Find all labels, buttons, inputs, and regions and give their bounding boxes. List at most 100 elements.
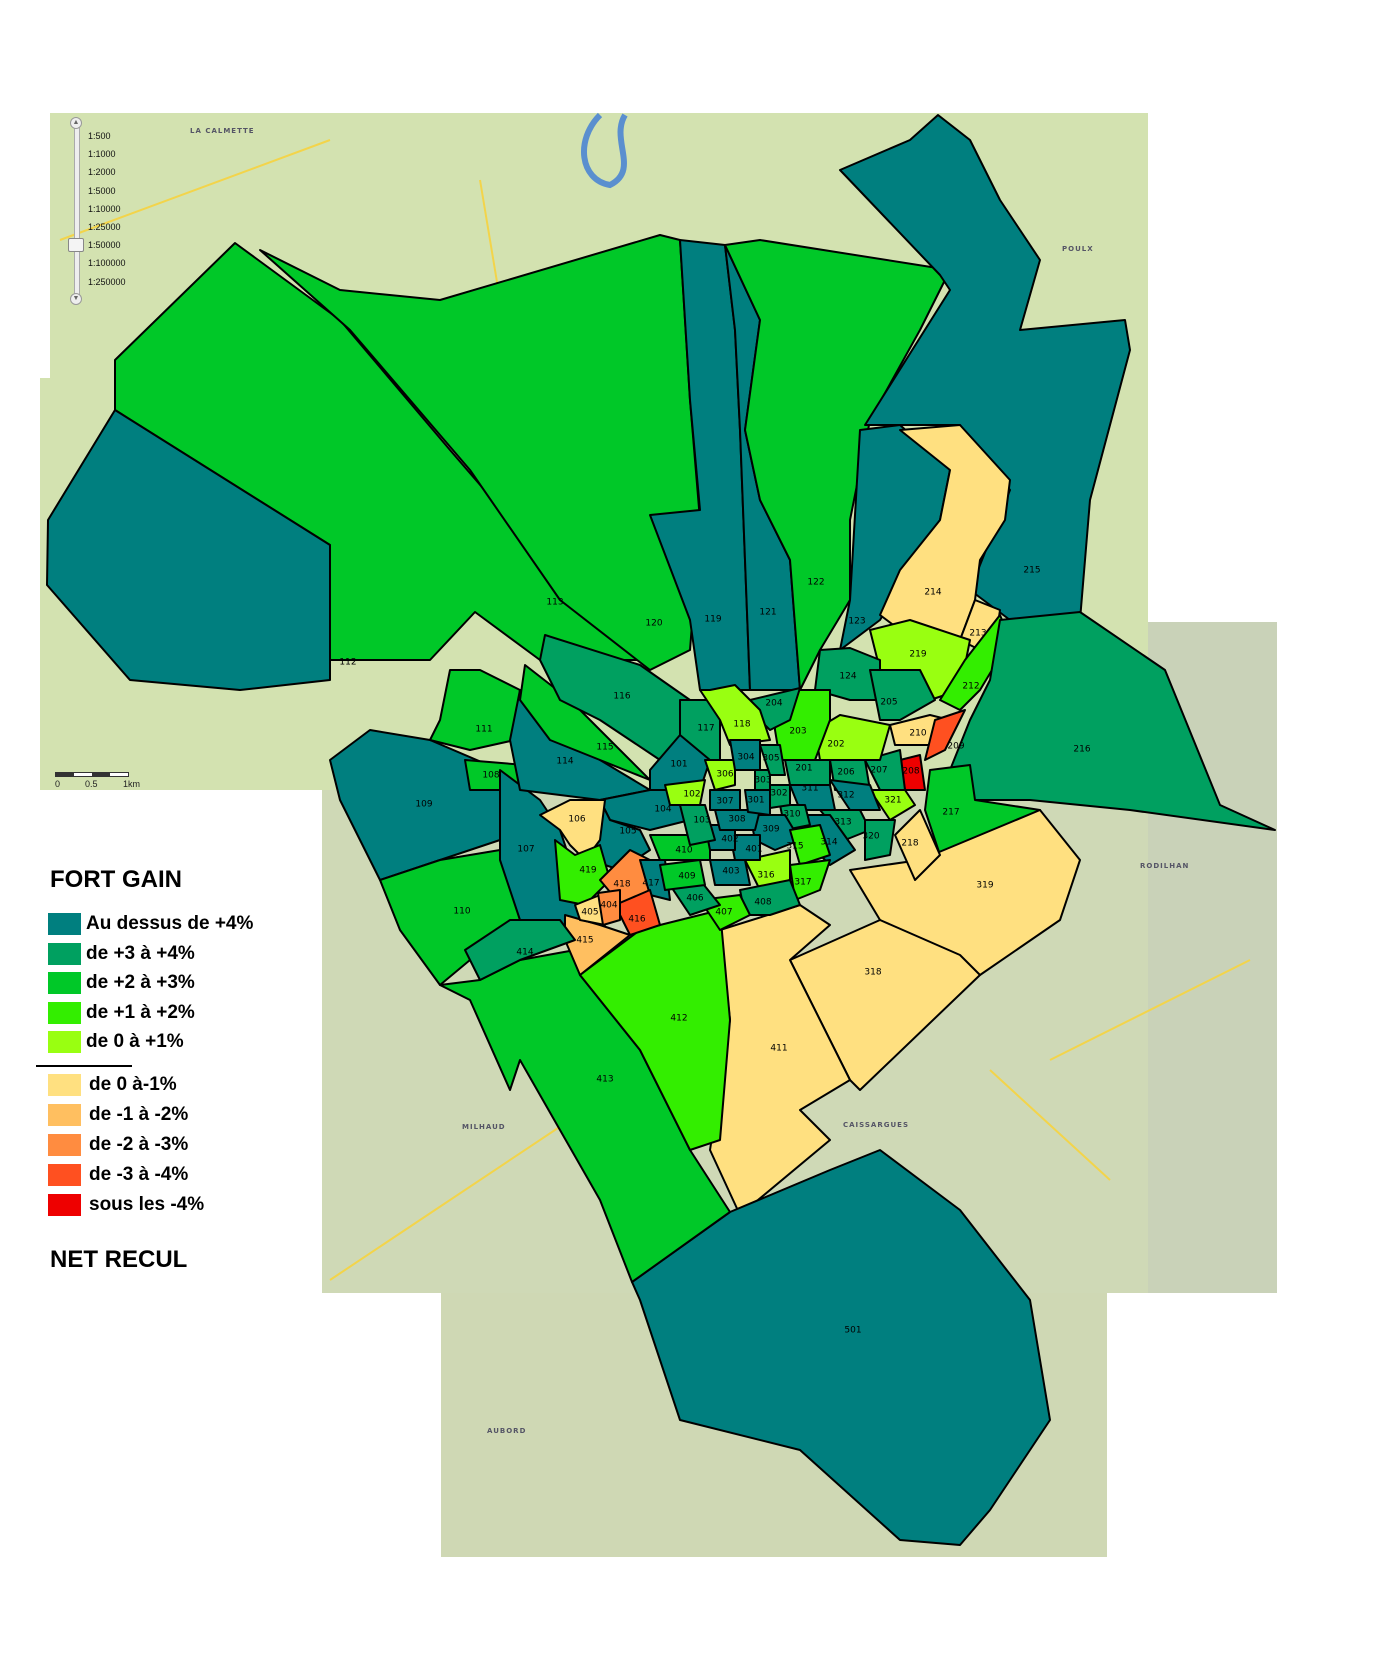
zoom-level-label[interactable]: 1:50000 [88,240,121,251]
legend-item-c0: de 0 à +1% [48,1030,184,1054]
zone-labels: 113 120 112 119 121 122 215 123 214 213 219 212 216 2… [339,566,1090,1336]
zone-label: 120 [645,619,662,629]
legend-item-c2: de +2 à +3% [48,971,195,995]
zone-label: 214 [924,588,941,598]
zone-label: 201 [795,764,812,774]
zone-label: 123 [848,617,865,627]
zone-311[interactable] [789,784,836,811]
zone-label: 402 [721,835,738,845]
zoom-level-label[interactable]: 1:1000 [88,149,116,160]
zone-109[interactable] [329,729,501,881]
legend-item-n0: de 0 à-1% [48,1073,177,1097]
zone-label: 124 [839,672,856,682]
zone-315[interactable] [789,824,831,866]
zone-label: 314 [820,838,837,848]
legend-item-c4: Au dessus de +4% [48,912,253,936]
zone-label: 205 [880,698,897,708]
zone-label: 206 [837,768,854,778]
zone-416[interactable] [614,889,661,936]
zone-414[interactable] [464,919,576,981]
zone-205[interactable] [869,669,936,721]
zone-112[interactable] [46,409,331,691]
zone-label: 121 [759,608,776,618]
scale-start: 0 [55,779,61,789]
legend-swatch [48,1001,81,1024]
zone-label: 210 [909,729,926,739]
legend: FORT GAIN Au dessus de +4% de +3 à +4% de … [0,790,322,1290]
zone-label: 312 [837,791,854,801]
zone-320[interactable] [864,819,896,861]
zone-label: 313 [834,818,851,828]
place-label: RODILHAN [1140,862,1189,870]
zone-101[interactable] [649,734,711,791]
zoom-level-label[interactable]: 1:10000 [88,203,121,214]
zone-label: 217 [942,808,959,818]
zone-401[interactable] [729,834,761,861]
zone-118[interactable] [699,684,771,746]
zone-413[interactable] [439,949,731,1283]
zone-403[interactable] [709,859,751,886]
zone-303[interactable] [754,769,771,791]
zone-label: 410 [675,846,692,856]
legend-swatch [48,1164,81,1186]
legend-item-n3: de -3 à -4% [48,1163,188,1187]
place-label: AUBORD [487,1427,526,1435]
scale-end: 1km [123,779,141,789]
zone-label: 112 [339,658,356,668]
zone-216[interactable] [949,611,1276,831]
zoom-level-label[interactable]: 1:5000 [88,185,116,196]
zone-label: 117 [697,724,714,734]
zoom-level-label[interactable]: 1:500 [88,131,111,141]
legend-item-n4: sous les -4% [48,1193,204,1217]
zoom-out-icon[interactable]: ▼ [70,293,82,305]
zone-label: 411 [770,1044,787,1054]
zone-218[interactable] [894,809,941,881]
zone-label: 116 [613,692,630,702]
legend-item-c1: de +1 à +2% [48,1001,195,1025]
zoom-thumb[interactable] [68,238,84,252]
scale-bar: 0 0.5 1km [55,772,140,792]
zone-label: 119 [704,615,721,625]
zoom-slider[interactable]: ▲ ▼ [68,117,84,305]
zone-label: 408 [754,898,771,908]
zone-209[interactable] [924,709,966,761]
roads [59,139,1251,1281]
zone-409[interactable] [659,859,706,891]
zone-404[interactable] [597,889,621,926]
zone-312[interactable] [829,779,881,811]
zoom-level-label[interactable]: 1:100000 [88,258,126,269]
zone-label: 102 [683,790,700,800]
zone-label: 304 [737,753,754,763]
zoom-in-icon[interactable]: ▲ [70,117,82,129]
zoom-level-label[interactable]: 1:25000 [88,222,121,232]
zone-102[interactable] [664,779,706,806]
zone-label: 301 [747,796,764,806]
zone-111[interactable] [429,669,521,751]
zone-label: 405 [581,908,598,918]
legend-swatch [48,1104,81,1126]
zone-label: 115 [596,743,613,753]
zone-label: 416 [628,915,645,925]
zone-306[interactable] [704,759,736,791]
zone-321[interactable] [869,789,916,821]
zone-501[interactable] [631,1149,1051,1546]
zone-label: 204 [765,699,782,709]
zone-215[interactable] [839,114,1131,621]
zoom-level-label[interactable]: 1:2000 [88,167,116,178]
zone-label: 501 [844,1326,861,1336]
zone-305[interactable] [759,744,786,776]
legend-swatch [48,942,81,965]
zoom-track[interactable] [74,125,80,297]
legend-swatch [48,972,81,994]
zone-label: 319 [976,881,993,891]
place-label: MILHAUD [462,1123,506,1131]
zone-label: 406 [686,894,703,904]
zone-label: 303 [754,776,771,786]
zoom-level-label[interactable]: 1:250000 [88,276,126,287]
scale-bar-graphic [55,772,129,777]
zone-label: 403 [722,867,739,877]
zone-label: 118 [733,720,750,730]
zone-label: 417 [642,879,659,889]
zone-308[interactable] [714,809,761,831]
